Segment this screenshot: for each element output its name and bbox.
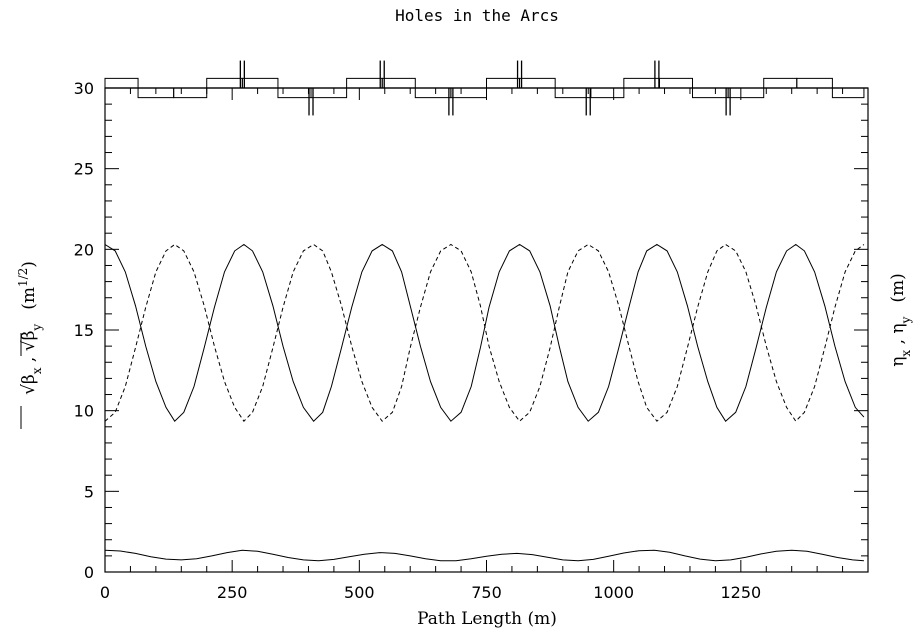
lattice-magnet xyxy=(206,77,243,88)
lattice-magnet xyxy=(104,77,139,88)
y-tick-label: 15 xyxy=(74,321,94,340)
lattice-magnet xyxy=(831,88,865,99)
x-tick-label: 750 xyxy=(471,583,502,602)
lattice-magnet xyxy=(590,88,625,99)
y-label-left-prefix-x: √β xyxy=(19,374,39,395)
y-label-left-units-sup: 1/2 xyxy=(16,268,30,287)
lattice-magnet xyxy=(486,77,521,88)
tick-marks xyxy=(104,87,869,573)
lattice-magnet xyxy=(796,77,833,88)
y-axis-label-left: √βx , √βy(m1/2) xyxy=(16,261,44,429)
lattice-magnet xyxy=(623,77,660,88)
y-tick-label: 5 xyxy=(84,482,94,501)
y-label-right-eta-x: η xyxy=(888,357,908,367)
x-tick-label: 500 xyxy=(344,583,375,602)
x-tick-labels: 0 250 500 750 1000 1250 xyxy=(100,583,761,602)
y-label-left-prefix-y: √β xyxy=(19,331,39,352)
y-tick-label: 25 xyxy=(74,160,94,179)
y-label-left-y-sub: y xyxy=(30,324,44,332)
y-tick-labels: 0 5 10 15 20 25 30 xyxy=(74,79,94,582)
x-tick-label: 250 xyxy=(217,583,248,602)
lattice-magnet xyxy=(450,88,487,99)
series-line-3 xyxy=(104,549,864,562)
y-label-right-sep: , xyxy=(888,334,908,350)
x-tick-label: 0 xyxy=(100,583,110,602)
lattice-magnet xyxy=(173,88,208,99)
y-label-left-sep: , xyxy=(19,351,39,367)
y-tick-label: 20 xyxy=(74,240,94,259)
lattice-diagram xyxy=(104,60,868,116)
y-label-left-units-end: ) xyxy=(19,261,39,268)
lattice-magnet xyxy=(310,88,348,99)
lattice-magnet xyxy=(763,77,798,88)
lattice-magnet xyxy=(692,88,729,99)
lattice-magnet xyxy=(381,77,416,88)
svg-text:√βx , √βy(m1/2): √βx , √βy(m1/2) xyxy=(16,261,44,395)
lattice-magnet xyxy=(519,77,556,88)
y-label-left-x-sub: x xyxy=(30,367,44,374)
lattice-magnet xyxy=(346,77,383,88)
y-axis-label-right: ηx , ηy(m) xyxy=(888,273,913,367)
lattice-magnet xyxy=(414,88,452,99)
lattice-magnet xyxy=(554,88,592,99)
x-tick-label: 1000 xyxy=(593,583,634,602)
y-label-right-y-sub: y xyxy=(899,316,913,324)
series-line-2 xyxy=(104,243,865,422)
lattice-magnet xyxy=(241,77,279,88)
lattice-magnet xyxy=(727,88,765,99)
y-label-right-units: (m) xyxy=(888,273,908,302)
y-label-right-eta-y: η xyxy=(888,323,908,333)
x-axis-label: Path Length (m) xyxy=(417,609,557,629)
y-tick-label: 10 xyxy=(74,402,94,421)
y-tick-label: 30 xyxy=(74,79,94,98)
y-label-left-units: (m xyxy=(19,287,39,310)
series-line-1 xyxy=(104,243,865,422)
y-tick-label: 0 xyxy=(84,563,94,582)
svg-text:ηx , ηy(m): ηx , ηy(m) xyxy=(888,273,913,367)
y-label-right-x-sub: x xyxy=(899,350,913,357)
series-lines xyxy=(104,243,865,562)
lattice-magnet xyxy=(658,77,694,88)
x-tick-label: 1250 xyxy=(720,583,761,602)
chart-title: Holes in the Arcs xyxy=(395,6,559,25)
plot-frame xyxy=(104,87,869,573)
